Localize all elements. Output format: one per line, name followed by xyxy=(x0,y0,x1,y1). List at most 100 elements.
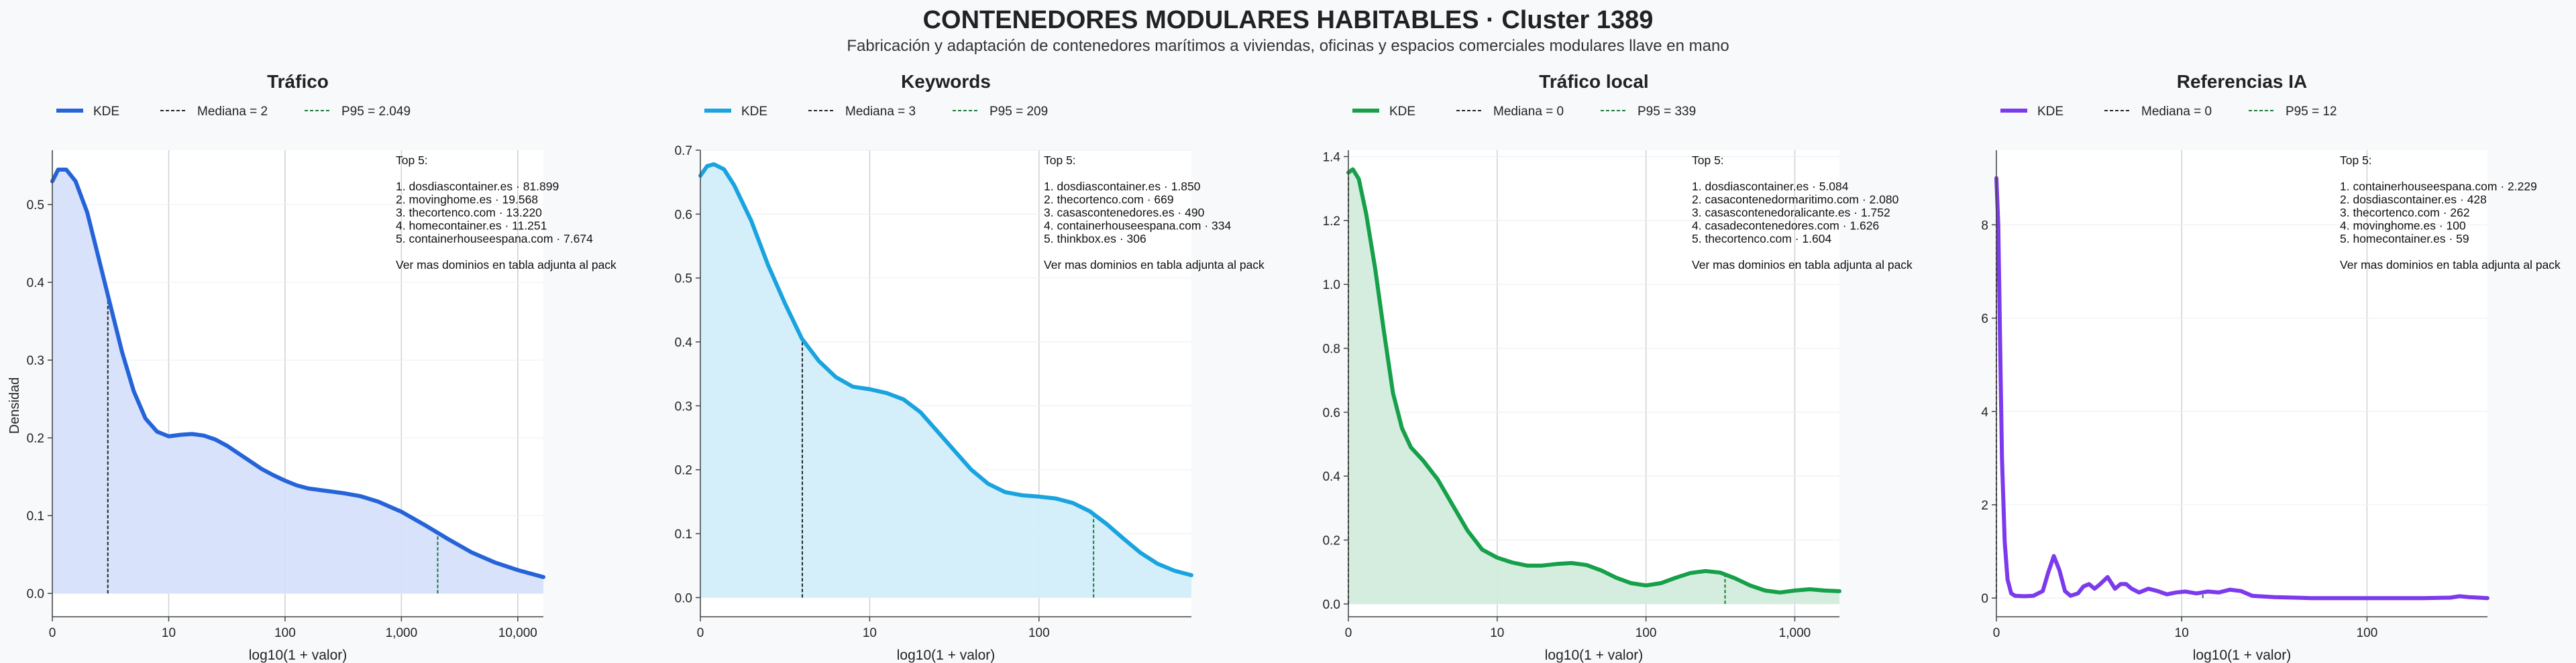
top5-item: 1. dosdiascontainer.es · 81.899 xyxy=(396,180,559,193)
kde-line xyxy=(698,162,1193,577)
top5-item: 2. dosdiascontainer.es · 428 xyxy=(2340,193,2487,206)
y-tick-label: 0.5 xyxy=(675,272,692,286)
y-tick-label: 0.2 xyxy=(1323,534,1340,548)
top5-item: 4. casadecontenedores.com · 1.626 xyxy=(1692,219,1879,233)
top5-item: 3. casascontenedoralicante.es · 1.752 xyxy=(1692,206,1890,219)
y-tick-label: 0.0 xyxy=(1323,598,1340,612)
x-tick-label: 10 xyxy=(1490,626,1504,640)
x-tick-label: 0 xyxy=(1345,626,1352,640)
panel-title: Referencias IA xyxy=(2177,71,2308,92)
top5-item: 4. movinghome.es · 100 xyxy=(2340,219,2466,233)
top5-item: 2. casacontenedormaritimo.com · 2.080 xyxy=(1692,193,1899,206)
x-tick-label: 10 xyxy=(162,626,176,640)
panel-1: Keywords KDE Mediana = 3 P95 = 209 0 10 100 0.0… xyxy=(675,71,1265,663)
x-tick-label: 10 xyxy=(2175,626,2189,640)
y-tick-label: 8 xyxy=(1981,219,1988,233)
top5-item: 4. homecontainer.es · 11.251 xyxy=(396,219,547,233)
legend-kde-label: KDE xyxy=(1389,105,1415,119)
y-tick-label: 0.3 xyxy=(675,400,692,414)
top5-header: Top 5: xyxy=(1044,154,1076,167)
figure-title: CONTENEDORES MODULARES HABITABLES · Clus… xyxy=(923,6,1654,34)
y-tick-label: 0.3 xyxy=(27,354,44,368)
y-tick-label: 0.2 xyxy=(675,464,692,478)
plot-area xyxy=(1996,150,2487,617)
legend-median-label: Mediana = 0 xyxy=(2141,105,2212,119)
y-tick-label: 6 xyxy=(1981,312,1988,326)
top5-footer: Ver mas dominios en tabla adjunta al pac… xyxy=(2340,258,2561,272)
y-tick-label: 0.0 xyxy=(27,587,44,601)
y-tick-label: 0.6 xyxy=(675,208,692,222)
y-tick-label: 0 xyxy=(1981,592,1988,606)
panel-title: Keywords xyxy=(901,71,991,92)
kde-area xyxy=(52,170,543,594)
y-tick-label: 0.4 xyxy=(27,276,45,290)
top5-annotation: Top 5: 1. containerhouseespana.com · 2.22… xyxy=(2340,154,2561,272)
y-tick-label: 0.4 xyxy=(675,336,693,350)
top5-item: 2. movinghome.es · 19.568 xyxy=(396,193,538,206)
panel-title: Tráfico local xyxy=(1539,71,1648,92)
x-axis-label: log10(1 + valor) xyxy=(249,648,347,663)
top5-footer: Ver mas dominios en tabla adjunta al pac… xyxy=(396,258,616,272)
legend: KDE Mediana = 3 P95 = 209 xyxy=(704,105,1048,119)
y-tick-label: 0.5 xyxy=(27,198,44,213)
y-tick-label: 4 xyxy=(1981,406,1988,420)
y-tick-label: 1.0 xyxy=(1323,278,1340,292)
x-tick-label: 0 xyxy=(1993,626,2000,640)
top5-item: 5. containerhouseespana.com · 7.674 xyxy=(396,232,593,245)
panel-3: Referencias IA KDE Mediana = 0 P95 = 12 0 10 1… xyxy=(1981,71,2561,663)
legend: KDE Mediana = 0 P95 = 12 xyxy=(2000,105,2337,119)
x-tick-label: 10,000 xyxy=(498,626,537,640)
x-tick-label: 0 xyxy=(49,626,56,640)
x-tick-label: 100 xyxy=(2357,626,2378,640)
kde-line xyxy=(50,168,545,579)
top5-footer: Ver mas dominios en tabla adjunta al pac… xyxy=(1692,258,1913,272)
figure-subtitle: Fabricación y adaptación de contenedores… xyxy=(847,37,1729,55)
x-tick-label: 10 xyxy=(863,626,877,640)
y-tick-label: 0.2 xyxy=(27,432,44,446)
y-axis-label: Densidad xyxy=(7,377,22,434)
legend: KDE Mediana = 0 P95 = 339 xyxy=(1352,105,1696,119)
legend-kde-label: KDE xyxy=(2037,105,2063,119)
y-tick-label: 1.2 xyxy=(1323,215,1340,229)
top5-item: 5. homecontainer.es · 59 xyxy=(2340,232,2469,245)
legend-p95-label: P95 = 2.049 xyxy=(341,105,411,119)
top5-item: 1. dosdiascontainer.es · 1.850 xyxy=(1044,180,1201,193)
y-tick-label: 1.4 xyxy=(1323,151,1341,165)
top5-annotation: Top 5: 1. dosdiascontainer.es · 81.8992. … xyxy=(396,154,616,272)
y-tick-label: 0.7 xyxy=(675,144,692,158)
legend-kde-label: KDE xyxy=(93,105,119,119)
top5-item: 3. thecortenco.com · 13.220 xyxy=(396,206,542,219)
top5-header: Top 5: xyxy=(396,154,428,167)
x-tick-label: 1,000 xyxy=(1779,626,1811,640)
top5-header: Top 5: xyxy=(2340,154,2372,167)
x-axis-label: log10(1 + valor) xyxy=(897,648,996,663)
legend-median-label: Mediana = 3 xyxy=(845,105,916,119)
top5-footer: Ver mas dominios en tabla adjunta al pac… xyxy=(1044,258,1265,272)
legend: KDE Mediana = 2 P95 = 2.049 xyxy=(56,105,411,119)
x-tick-label: 1,000 xyxy=(386,626,418,640)
y-tick-label: 0.6 xyxy=(1323,406,1340,420)
legend-median-label: Mediana = 2 xyxy=(197,105,268,119)
top5-item: 5. thecortenco.com · 1.604 xyxy=(1692,232,1831,245)
kde-line xyxy=(1994,176,2489,601)
kde-line xyxy=(1346,167,1841,595)
legend-p95-label: P95 = 209 xyxy=(989,105,1048,119)
y-tick-label: 0.8 xyxy=(1323,343,1340,357)
x-axis-label: log10(1 + valor) xyxy=(1545,648,1644,663)
top5-item: 3. casascontenedores.es · 490 xyxy=(1044,206,1205,219)
top5-item: 1. containerhouseespana.com · 2.229 xyxy=(2340,180,2537,193)
top5-item: 3. thecortenco.com · 262 xyxy=(2340,206,2470,219)
y-tick-label: 0.1 xyxy=(675,528,692,542)
x-tick-label: 100 xyxy=(1028,626,1050,640)
y-tick-label: 0.0 xyxy=(675,591,692,605)
legend-median-label: Mediana = 0 xyxy=(1493,105,1564,119)
y-tick-label: 0.1 xyxy=(27,509,44,524)
x-tick-label: 100 xyxy=(274,626,296,640)
x-tick-label: 100 xyxy=(1635,626,1657,640)
kde-area xyxy=(1348,169,1839,604)
panel-2: Tráfico local KDE Mediana = 0 P95 = 339 0 10 1… xyxy=(1323,71,1913,663)
y-tick-label: 0.4 xyxy=(1323,470,1341,484)
